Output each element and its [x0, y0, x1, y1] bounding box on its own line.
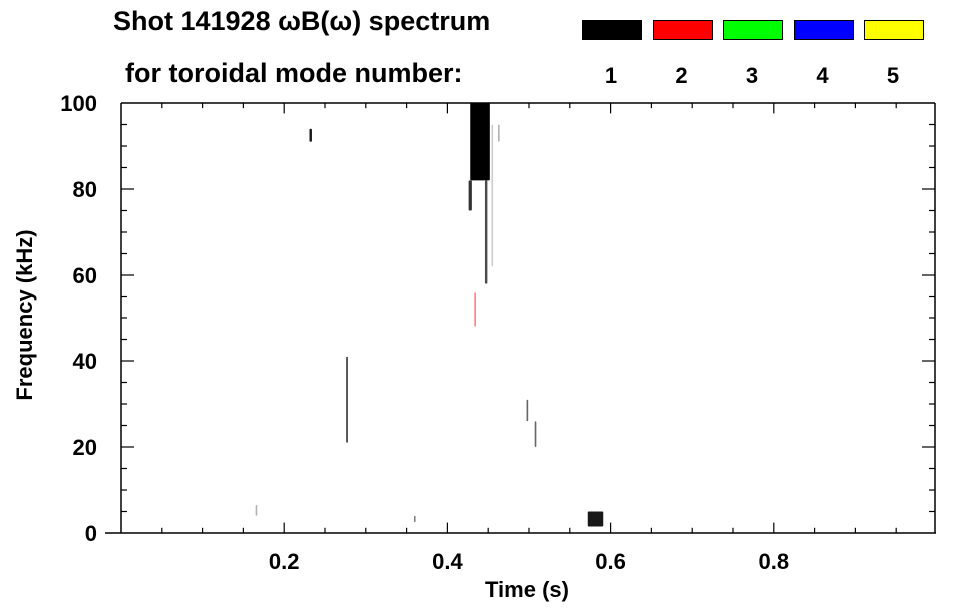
- y-tick-label: 40: [73, 349, 97, 374]
- spectral-feature-2: [346, 356, 348, 443]
- spectral-feature-12: [587, 511, 604, 527]
- legend-swatch-mode-1: [582, 20, 642, 40]
- spectral-feature-4: [470, 103, 490, 181]
- y-axis-label: Frequency (kHz): [12, 229, 37, 400]
- chart-title: Shot 141928 ωB(ω) spectrum: [113, 6, 491, 36]
- x-axis-label: Time (s): [485, 577, 569, 602]
- legend-label-mode-3: 3: [745, 63, 759, 88]
- legend-swatch-mode-2: [652, 20, 713, 40]
- legend-title: for toroidal mode number:: [125, 58, 463, 88]
- spectral-feature-10: [526, 399, 529, 422]
- y-tick-label: 80: [73, 177, 97, 202]
- legend-swatch-mode-3: [723, 20, 783, 40]
- legend-label-mode-4: 4: [816, 63, 829, 88]
- spectral-feature-0: [309, 128, 312, 142]
- legend-swatch-mode-4: [793, 20, 854, 40]
- y-tick-label: 0: [85, 521, 97, 546]
- spectral-feature-5: [468, 180, 472, 211]
- x-tick-label: 0.4: [432, 549, 463, 574]
- y-tick-label: 100: [60, 91, 97, 116]
- spectral-feature-7: [491, 124, 494, 267]
- y-tick-label: 20: [73, 435, 97, 460]
- spectral-feature-1: [255, 505, 258, 516]
- spectral-feature-9: [474, 292, 476, 327]
- y-tick-label: 60: [73, 263, 97, 288]
- spectral-feature-11: [534, 421, 537, 447]
- spectral-feature-3: [413, 515, 416, 523]
- legend-swatch-mode-5: [864, 20, 924, 40]
- x-tick-label: 0.8: [759, 549, 790, 574]
- spectral-feature-6: [484, 180, 488, 284]
- legend-label-mode-2: 2: [675, 63, 688, 88]
- legend-label-mode-5: 5: [886, 63, 900, 88]
- spectral-feature-8: [497, 124, 500, 142]
- x-tick-label: 0.6: [595, 549, 626, 574]
- x-tick-label: 0.2: [269, 549, 300, 574]
- legend-label-mode-1: 1: [604, 63, 618, 88]
